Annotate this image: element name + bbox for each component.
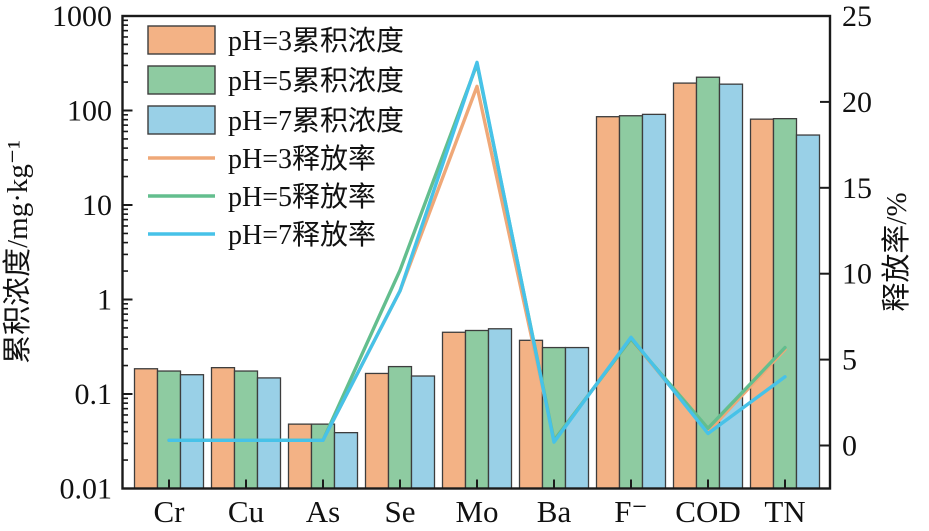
bar-cu-ph=5 (233, 370, 259, 490)
legend-label-ph=3: pH=3累积浓度 (228, 25, 404, 57)
left-tick-label: 100 (67, 95, 112, 128)
plot-frame (121, 14, 832, 490)
bar-mo-ph=3 (441, 331, 467, 490)
right-axis-title: 释放率/% (880, 192, 913, 311)
axis-titles: 累积浓度/mg·kg⁻¹ 释放率/% (1, 140, 913, 364)
x-tick-label-mo: Mo (455, 494, 498, 529)
bar-as-ph=7 (333, 431, 359, 490)
bar-tn-ph=7 (795, 134, 821, 490)
bar-tn-ph=5 (772, 117, 798, 490)
x-tick-label-cod: COD (675, 494, 740, 529)
left-tick-label: 1 (97, 284, 112, 317)
right-tick-label: 10 (842, 258, 872, 291)
right-tick-label: 25 (842, 0, 872, 33)
right-tick-label: 5 (842, 344, 857, 377)
right-tick-label: 0 (842, 430, 857, 463)
legend-label-ph=7: pH=7释放率 (228, 219, 376, 251)
bar-as-ph=3 (287, 423, 313, 490)
bar-se-ph=3 (364, 372, 390, 490)
legend-swatch-ph=5 (147, 65, 216, 95)
plot-border (121, 14, 832, 490)
bar-se-ph=5 (387, 365, 413, 490)
x-tick-label-cr: Cr (154, 494, 186, 529)
lines-layer (167, 60, 787, 444)
axis-labels: 0.01 0.1 1 10 100 1000 0 5 10 15 20 25 Cr Cu As Se Mo Ba F… (52, 0, 872, 529)
bar-cu-ph=7 (256, 377, 282, 490)
legend: pH=3累积浓度 pH=5累积浓度 pH=7累积浓度 pH=3释放率 pH=5释放率 pH… (147, 25, 404, 251)
x-tick-label-cu: Cu (228, 494, 264, 529)
bar-f-ph=3 (595, 116, 621, 490)
bar-cod-ph=7 (718, 83, 744, 490)
bar-cr-ph=5 (156, 370, 182, 490)
bar-as-ph=5 (310, 423, 336, 490)
left-tick-label: 1000 (52, 0, 112, 33)
bars-layer (133, 76, 821, 490)
x-tick-label-se: Se (385, 494, 416, 529)
left-axis-title: 累积浓度/mg·kg⁻¹ (1, 140, 34, 364)
bar-cr-ph=7 (179, 374, 205, 490)
right-tick-label: 15 (842, 172, 872, 205)
legend-label-ph=5: pH=5累积浓度 (228, 65, 404, 97)
x-tick-label-as: As (306, 494, 340, 529)
legend-label-ph=3: pH=3释放率 (228, 143, 376, 175)
bar-f-ph=5 (618, 115, 644, 490)
bar-cu-ph=3 (210, 367, 236, 490)
bar-ba-ph=5 (541, 346, 567, 490)
bar-f-ph=7 (641, 113, 667, 490)
bar-se-ph=7 (410, 375, 436, 490)
left-tick-label: 10 (82, 189, 112, 222)
bar-cod-ph=3 (672, 82, 698, 490)
left-tick-label: 0.1 (75, 378, 113, 411)
legend-label-ph=7: pH=7累积浓度 (228, 105, 404, 137)
x-tick-label-f: F⁻ (614, 494, 648, 529)
left-tick-label: 0.01 (60, 473, 113, 506)
bar-mo-ph=7 (487, 328, 513, 490)
legend-swatch-ph=7 (147, 105, 216, 135)
x-tick-label-tn: TN (764, 494, 805, 529)
bar-cr-ph=3 (133, 368, 159, 490)
legend-label-ph=5: pH=5释放率 (228, 181, 376, 213)
right-tick-label: 20 (842, 86, 872, 119)
bar-tn-ph=3 (749, 118, 775, 490)
line-ph=7 (167, 60, 787, 444)
x-tick-label-ba: Ba (537, 494, 572, 529)
legend-swatch-ph=3 (147, 25, 216, 55)
bar-mo-ph=5 (464, 329, 490, 490)
